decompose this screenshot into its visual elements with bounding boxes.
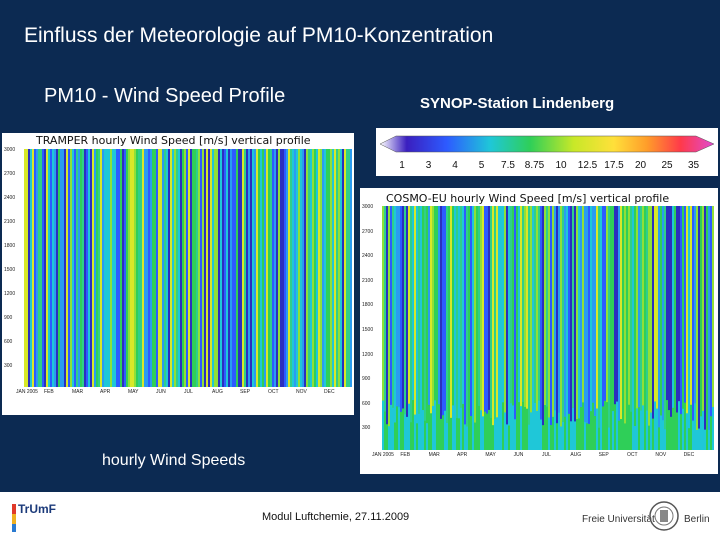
y-tick-label: 2100 [362, 277, 374, 284]
x-tick-label: JUN [156, 389, 166, 395]
legend-svg: 1 3 4 5 7.5 8.75 10 12.5 17.5 20 25 35 [379, 135, 715, 171]
x-tick-label: JAN 2005 [372, 452, 394, 458]
x-tick-label: APR [100, 389, 111, 395]
y-tick-label: 2700 [4, 171, 16, 177]
legend-label: 5 [479, 160, 485, 171]
x-tick-label: OCT [268, 389, 279, 395]
legend-label: 35 [688, 160, 700, 171]
y-tick-label: 300 [4, 363, 13, 369]
panel-tramper-title: TRAMPER hourly Wind Speed [m/s] vertical… [36, 134, 311, 147]
x-tick-label: APR [457, 452, 468, 458]
legend-label: 1 [399, 160, 405, 171]
slide-title: Einfluss der Meteorologie auf PM10-Konze… [24, 24, 494, 47]
legend-gradient-bar [379, 135, 715, 153]
y-tick-label: 1500 [4, 267, 16, 273]
y-axis-tramper: 3000 2700 2400 2100 1800 1500 1200 900 600 300 [4, 147, 24, 387]
y-tick-label: 2400 [362, 253, 374, 260]
x-tick-label: AUG [570, 452, 582, 458]
x-tick-label: JUL [184, 389, 193, 395]
legend-label: 3 [426, 160, 432, 171]
legend-labels: 1 3 4 5 7.5 8.75 10 12.5 17.5 20 25 35 [399, 160, 699, 171]
y-tick-label: 1800 [362, 302, 374, 309]
panel-cosmo: COSMO-EU hourly Wind Speed [m/s] vertica… [360, 188, 718, 474]
x-tick-label: DEC [683, 452, 695, 458]
panel-tramper: TRAMPER hourly Wind Speed [m/s] vertical… [2, 133, 354, 415]
legend-label: 25 [661, 160, 673, 171]
x-tick-label: AUG [212, 389, 223, 395]
y-tick-label: 1200 [362, 351, 374, 358]
x-tick-label: NOV [296, 389, 307, 395]
x-tick-label: FEB [400, 452, 411, 458]
x-tick-label: SEP [598, 452, 609, 458]
heatmap-cosmo [382, 206, 714, 450]
caption: hourly Wind Speeds [102, 452, 246, 469]
legend-label: 7.5 [501, 160, 515, 171]
x-axis-tramper: JAN 2005 FEB MAR APR MAY JUN JUL AUG SEP OCT NOV DE… [16, 389, 352, 409]
y-tick-label: 1800 [4, 243, 16, 249]
y-axis-cosmo: 3000 2700 2400 2100 1800 1500 1200 900 600 300 [362, 204, 382, 450]
fu-seal-icon [649, 501, 679, 531]
legend-label: 10 [555, 160, 567, 171]
fu-logo-text: Freie Universität [582, 514, 655, 525]
y-tick-label: 1200 [4, 291, 16, 297]
trumf-logo-text: TrUmF [18, 502, 57, 516]
x-axis-cosmo: JAN 2005 FEB MAR APR MAY JUN JUL AUG SEP OCT NOV DE… [372, 452, 712, 472]
legend-label: 12.5 [578, 160, 598, 171]
y-tick-label: 600 [362, 400, 371, 407]
x-tick-label: OCT [627, 452, 638, 458]
panel-cosmo-title: COSMO-EU hourly Wind Speed [m/s] vertica… [386, 192, 670, 205]
y-tick-label: 1500 [362, 327, 374, 333]
x-tick-label: MAR [428, 452, 440, 458]
y-tick-label: 600 [4, 339, 13, 345]
y-tick-label: 2700 [362, 228, 374, 235]
color-legend: 1 3 4 5 7.5 8.75 10 12.5 17.5 20 25 35 [376, 128, 718, 176]
x-tick-label: JAN 2005 [16, 389, 38, 395]
y-tick-label: 2100 [4, 219, 16, 225]
y-tick-label: 900 [4, 315, 13, 321]
y-tick-label: 2400 [4, 195, 16, 201]
y-tick-label: 900 [362, 376, 371, 383]
station-label: SYNOP-Station Lindenberg [420, 95, 615, 112]
footer-text: Modul Luftchemie, 27.11.2009 [262, 511, 410, 523]
x-tick-label: MAY [128, 389, 139, 395]
x-tick-label: FEB [44, 389, 54, 395]
x-tick-label: JUL [542, 452, 551, 458]
y-tick-label: 300 [362, 425, 371, 432]
slide-subtitle: PM10 - Wind Speed Profile [44, 85, 286, 107]
x-tick-label: MAY [485, 452, 496, 458]
x-tick-label: JUN [513, 452, 524, 458]
trumf-logo-icon [12, 504, 16, 532]
y-tick-label: 3000 [362, 204, 374, 210]
x-tick-label: SEP [240, 389, 251, 395]
x-tick-label: NOV [655, 452, 667, 458]
legend-label: 4 [452, 160, 458, 171]
fu-logo-text-berlin: Berlin [684, 514, 710, 525]
legend-label: 17.5 [604, 160, 624, 171]
legend-label: 8.75 [525, 160, 545, 171]
x-tick-label: DEC [324, 389, 335, 395]
x-tick-label: MAR [72, 389, 84, 395]
y-tick-label: 3000 [4, 147, 16, 153]
heatmap-tramper [24, 149, 352, 387]
legend-label: 20 [635, 160, 647, 171]
footer: TrUmF Modul Luftchemie, 27.11.2009 Freie… [0, 492, 720, 540]
